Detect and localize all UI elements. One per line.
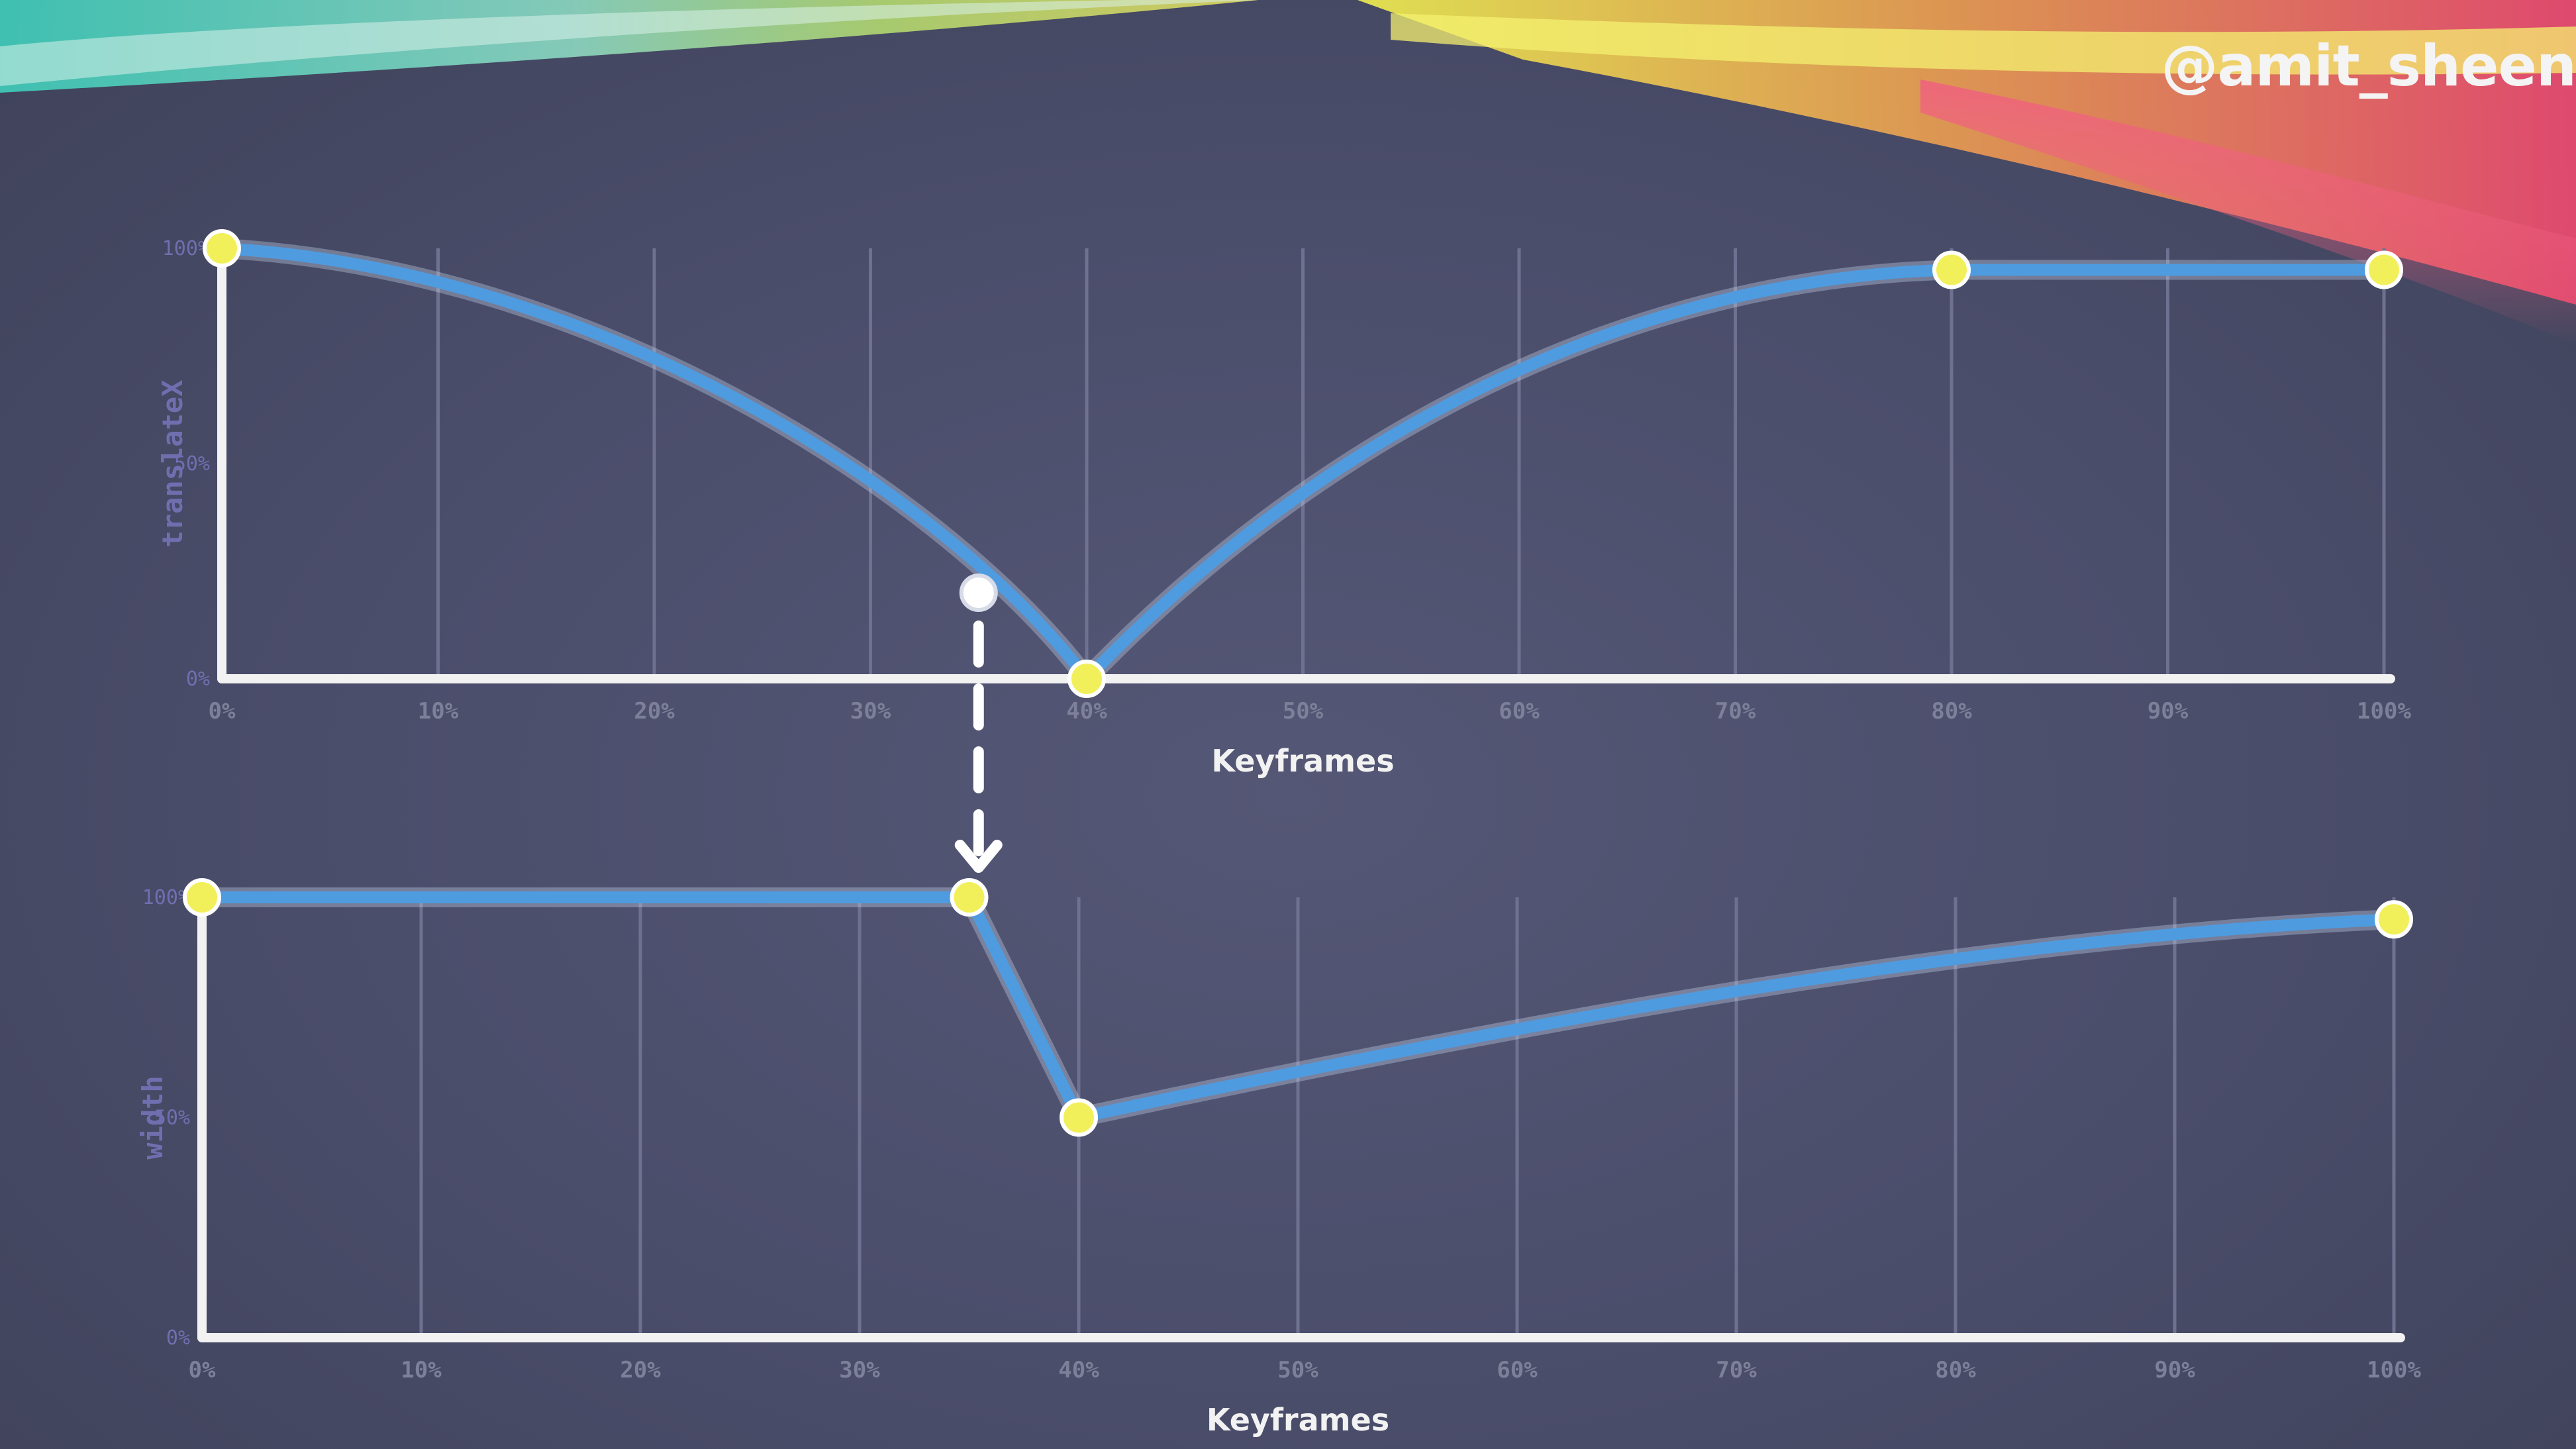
decor-ribbon-teal xyxy=(0,0,1258,93)
chart-translatex: 0% 10% 20% 30% 40% 50% 60% 70% 80% 90% 100% 100% 50… xyxy=(0,185,2576,821)
keyframe-point[interactable] xyxy=(1067,660,1106,698)
keyframe-point[interactable] xyxy=(1060,1098,1098,1137)
y-tick-label: 50% xyxy=(154,1107,190,1130)
x-tick-label: 20% xyxy=(634,698,675,724)
x-tick-label: 0% xyxy=(209,698,236,724)
decor-ribbon-pink xyxy=(1920,79,2576,344)
y-axis-label: width xyxy=(136,1075,169,1159)
x-tick-label: 20% xyxy=(620,1357,661,1383)
x-tick-label: 40% xyxy=(1066,698,1107,724)
x-tick-label: 80% xyxy=(1935,1357,1976,1383)
keyframe-point[interactable] xyxy=(183,878,221,917)
y-tick-label: 50% xyxy=(174,452,210,475)
x-tick-label: 70% xyxy=(1716,1357,1757,1383)
x-tick-label: 30% xyxy=(839,1357,880,1383)
x-tick-label: 100% xyxy=(2357,698,2411,724)
x-tick-label: 30% xyxy=(850,698,891,724)
author-handle: @amit_sheen xyxy=(2161,33,2576,99)
x-tick-label: 0% xyxy=(189,1357,216,1383)
x-tick-label: 80% xyxy=(1931,698,1972,724)
x-tick-label: 40% xyxy=(1058,1357,1099,1383)
x-tick-label: 90% xyxy=(2148,698,2189,724)
x-tick-label: 60% xyxy=(1499,698,1540,724)
y-tick-label: 100% xyxy=(162,237,210,260)
x-axis-label: Keyframes xyxy=(1211,743,1394,779)
x-tick-label: 70% xyxy=(1715,698,1756,724)
keyframe-point[interactable] xyxy=(2365,250,2403,289)
series-line xyxy=(196,891,2400,1124)
x-tick-label: 10% xyxy=(401,1357,442,1383)
keyframe-point[interactable] xyxy=(950,878,989,917)
keyframe-point[interactable] xyxy=(2375,900,2413,939)
x-axis-label: Keyframes xyxy=(1207,1402,1389,1438)
y-tick-label: 0% xyxy=(166,1326,190,1350)
chart-width-svg: 0% 10% 20% 30% 40% 50% 60% 70% 80% 90% 100% 100% 50… xyxy=(136,878,2421,1438)
keyframe-point[interactable] xyxy=(1932,250,1971,289)
x-tick-label: 10% xyxy=(418,698,459,724)
chart-translatex-svg: 0% 10% 20% 30% 40% 50% 60% 70% 80% 90% 100% 100% 50… xyxy=(156,229,2411,779)
x-tick-label: 50% xyxy=(1277,1357,1318,1383)
x-tick-label: 100% xyxy=(2367,1357,2421,1383)
y-axis-label: translateX xyxy=(156,380,189,548)
decor-ribbon-yellow xyxy=(1391,13,2576,75)
x-tick-label: 50% xyxy=(1283,698,1324,724)
y-tick-label: 0% xyxy=(186,668,210,691)
keyframe-point[interactable] xyxy=(203,229,241,268)
x-tick-label: 90% xyxy=(2154,1357,2195,1383)
y-tick-label: 100% xyxy=(142,886,190,909)
x-tick-label: 60% xyxy=(1497,1357,1538,1383)
decor-ribbon-light xyxy=(0,0,1258,86)
decor-ribbon-warm xyxy=(1358,0,2576,305)
chart-width: 0% 10% 20% 30% 40% 50% 60% 70% 80% 90% 100% 100% 50… xyxy=(0,841,2576,1449)
